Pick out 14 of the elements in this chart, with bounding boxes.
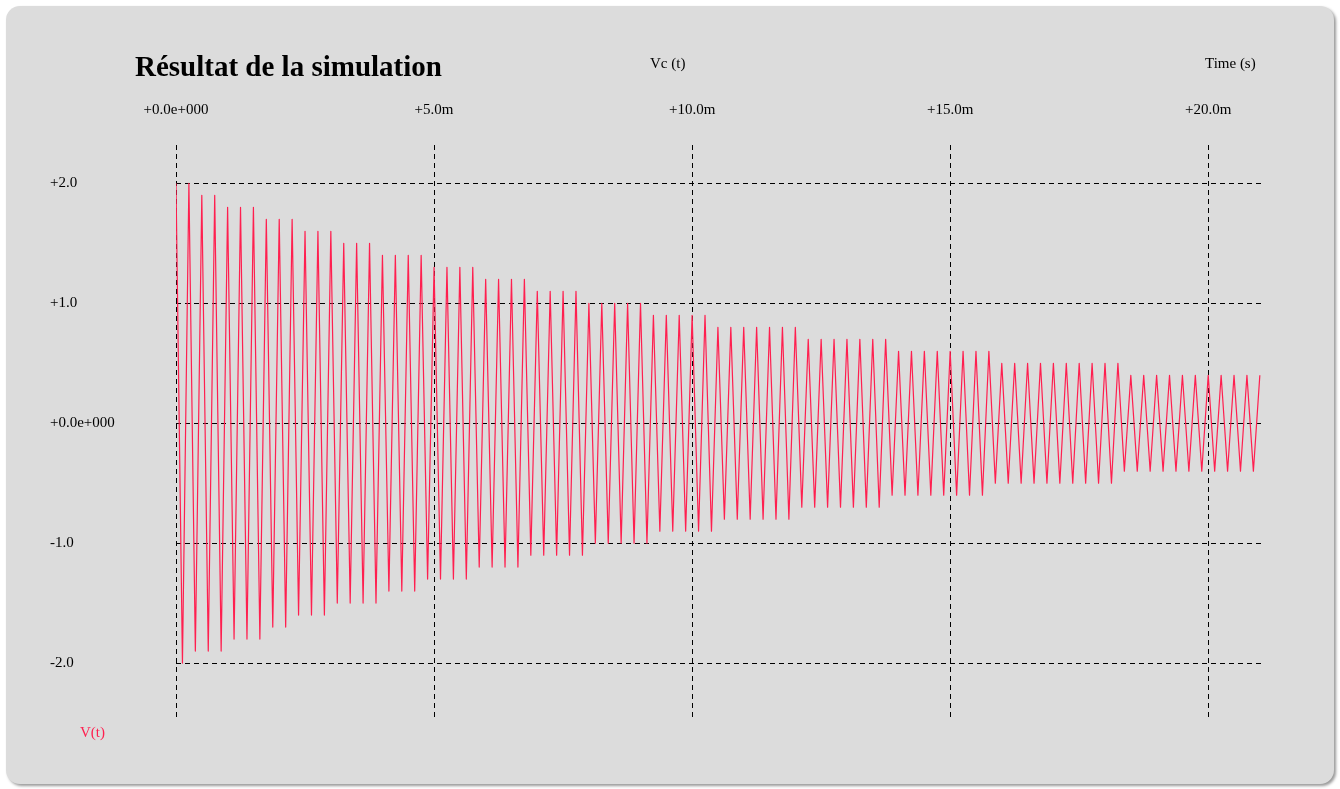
y-tick-label: +1.0 (50, 294, 78, 311)
y-tick-label: -2.0 (50, 653, 74, 670)
text: V(t) (80, 724, 105, 740)
x-tick-label: +20.0m (1185, 100, 1232, 117)
chart-subtitle: Vc (t) (650, 55, 686, 72)
x-tick-label: +10.0m (668, 100, 716, 117)
x-tick-label: +5.0m (414, 100, 454, 117)
x-tick-label: +0.0e+000 (143, 100, 209, 117)
x-axis-title: Time (s) (1205, 55, 1256, 72)
y-tick-label: +0.0e+000 (50, 414, 115, 431)
chart-title: Résultat de la simulation (135, 50, 442, 83)
x-tick-label: +15.0m (926, 100, 974, 117)
y-tick-label: +2.0 (50, 174, 78, 191)
y-tick-label: -1.0 (50, 534, 74, 551)
